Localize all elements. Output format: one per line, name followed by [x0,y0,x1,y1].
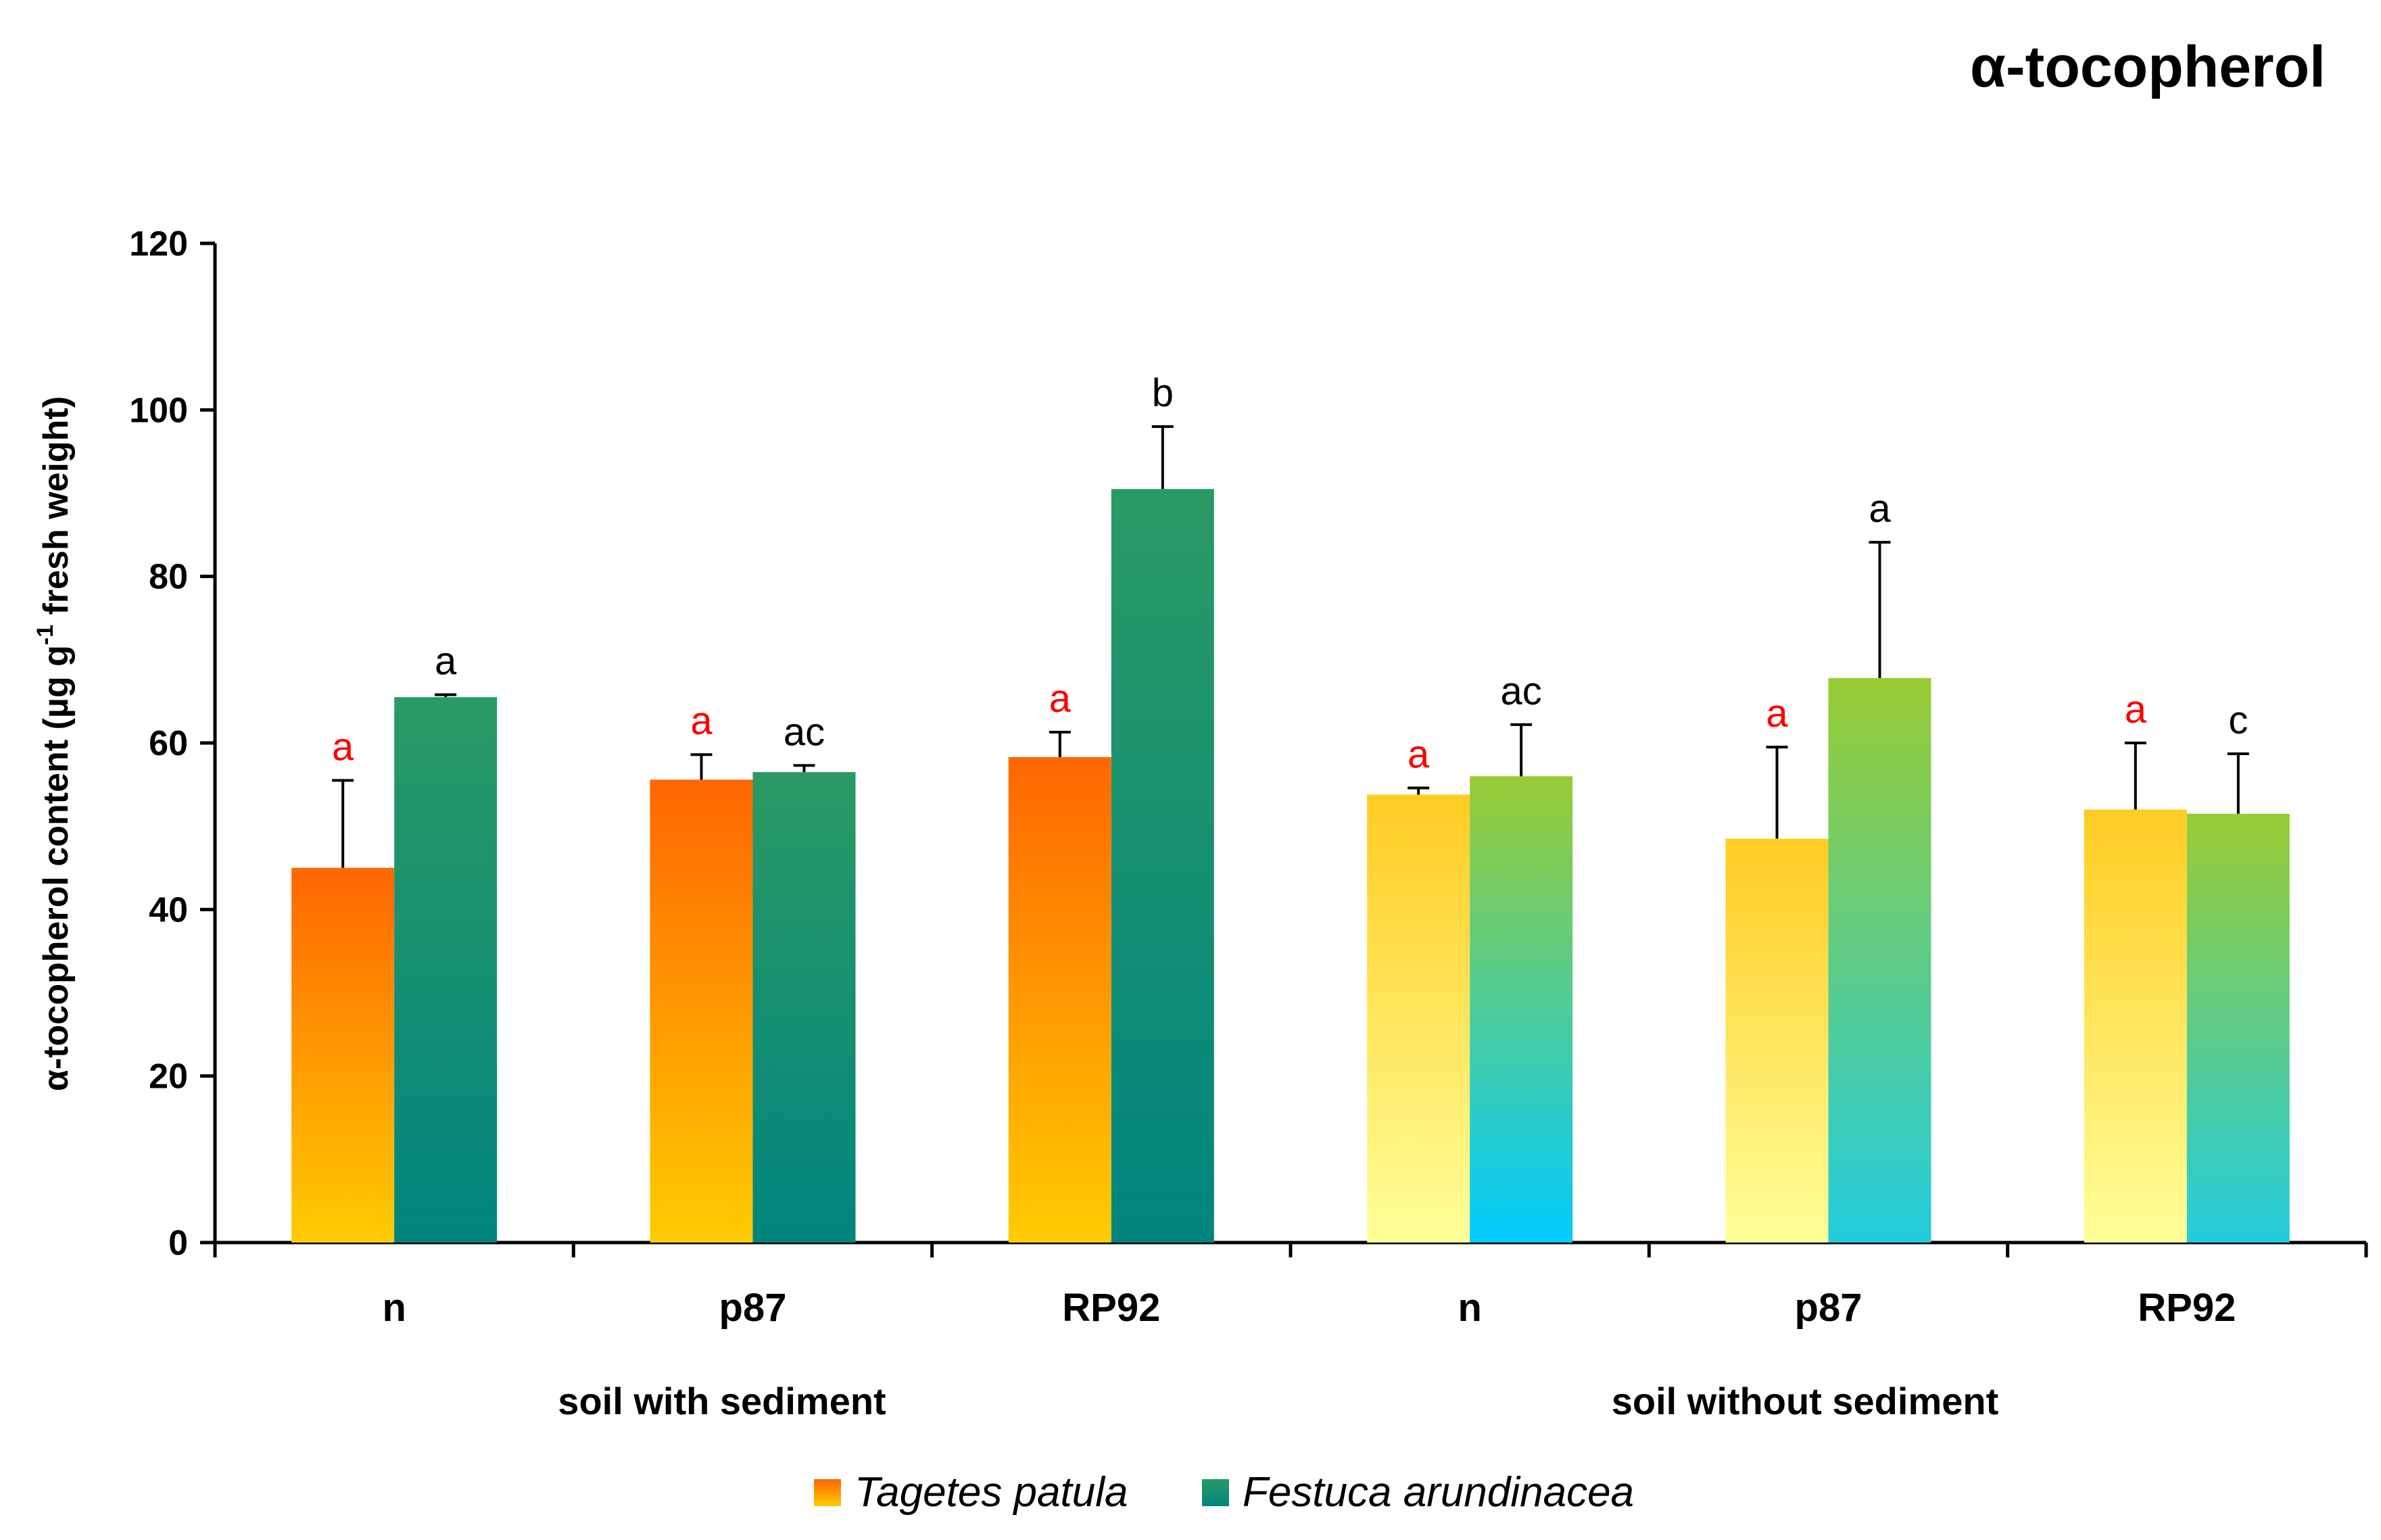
bar-festuca-1 [752,772,856,1243]
legend-swatch-tagetes [814,1479,841,1506]
legend: Tagetes patula Festuca arundinacea [814,1469,1634,1516]
legend-swatch-festuca [1202,1479,1229,1506]
y-tick-label-20: 20 [149,1057,188,1097]
category-label-4: p87 [1795,1286,1862,1330]
sig-letter-festuca-5: c [2228,698,2248,742]
sig-letter-tagetes-2: a [1049,677,1072,721]
error-bars [332,425,2249,868]
y-ticks: 0 20 40 60 80 100 120 [129,224,215,1263]
sig-letter-tagetes-3: a [1408,733,1430,777]
category-label-2: RP92 [1062,1286,1160,1330]
legend-label-tagetes: Tagetes patula [855,1469,1128,1516]
bar-festuca-0 [394,697,498,1243]
y-tick-label-60: 60 [149,724,188,763]
category-label-5: RP92 [2138,1286,2236,1330]
bar-festuca-2 [1111,489,1214,1243]
bar-tagetes-5 [2084,809,2187,1243]
group-label-without-sediment: soil without sediment [1612,1380,1998,1422]
category-label-0: n [382,1286,406,1330]
sig-letter-festuca-1: ac [784,710,825,754]
sig-letter-festuca-0: a [435,640,457,683]
y-axis-label-superscript: -1 [32,625,58,645]
y-tick-label-100: 100 [129,391,188,430]
y-axis-label-tail: fresh weight) [37,396,76,625]
sig-letter-festuca-2: b [1152,371,1174,415]
bar-tagetes-0 [291,867,395,1243]
bar-festuca-4 [1828,677,1931,1243]
x-ticks [213,1243,2368,1257]
chart-title: α-tocopherol [1970,34,2326,99]
y-tick-label-40: 40 [149,890,188,930]
bar-tagetes-2 [1008,756,1111,1243]
sig-letter-tagetes-1: a [690,699,713,743]
bar-tagetes-3 [1367,794,1470,1243]
sig-letter-festuca-3: ac [1501,669,1542,713]
y-tick-label-120: 120 [129,224,188,264]
bar-tagetes-4 [1725,838,1829,1243]
y-axis-label-main: α-tocopherol content (µg g [37,645,76,1091]
legend-label-festuca: Festuca arundinacea [1243,1469,1634,1516]
sig-letter-festuca-4: a [1869,487,1891,531]
category-label-3: n [1458,1286,1481,1330]
category-label-1: p87 [719,1286,787,1330]
sig-letter-tagetes-5: a [2125,688,2147,731]
bar-tagetes-1 [650,779,753,1243]
bar-festuca-5 [2186,813,2290,1243]
y-tick-label-0: 0 [168,1224,188,1263]
bar-festuca-3 [1470,776,1573,1243]
category-labels: n p87 RP92 n p87 RP92 [382,1286,2236,1330]
sig-letter-tagetes-4: a [1766,692,1788,736]
bars [291,489,2290,1243]
group-label-with-sediment: soil with sediment [558,1380,886,1422]
y-axis-label: α-tocopherol content (µg g-1 fresh weigh… [32,396,76,1091]
sig-letter-tagetes-0: a [332,725,354,769]
y-tick-label-80: 80 [149,558,188,597]
